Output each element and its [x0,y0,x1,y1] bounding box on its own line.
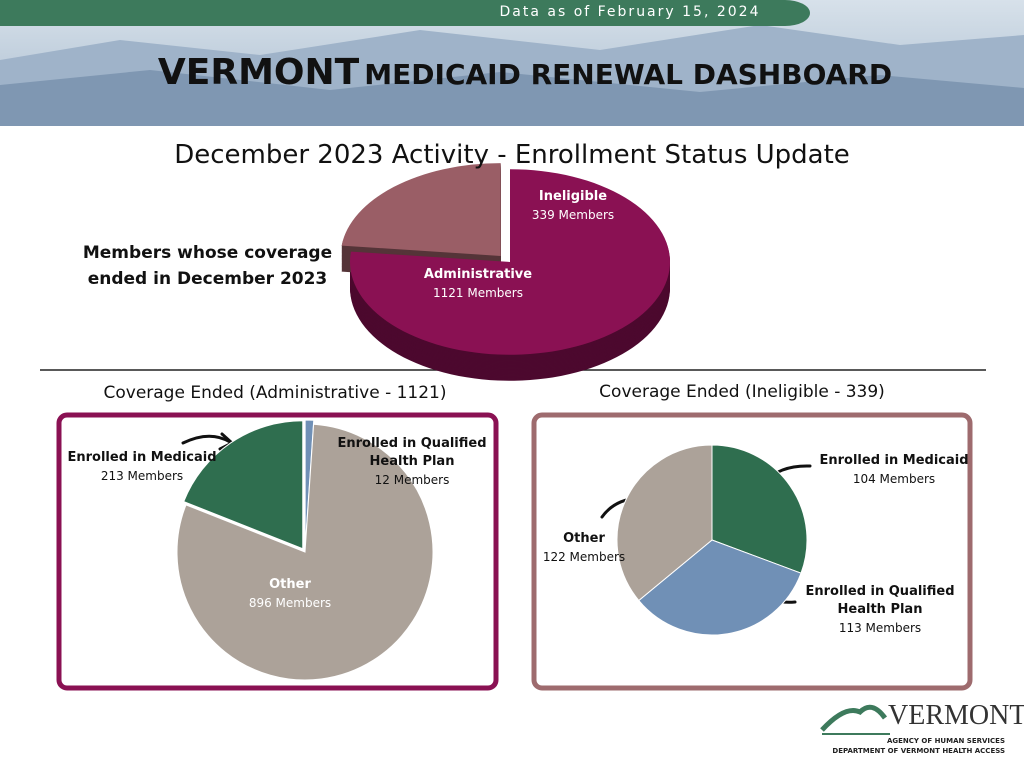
pie [341,163,670,381]
label-name: Enrolled in Medicaid [67,450,217,465]
slice-label: Enrolled in Qualified Health Plan 12 Memb… [332,435,492,489]
slice-label: Enrolled in Medicaid 104 Members [809,452,979,488]
logo-line: DEPARTMENT OF VERMONT HEALTH ACCESS [832,747,1005,755]
slice-label: Administrative 1121 Members [378,266,578,302]
mountains [0,70,1024,126]
label-name: Ineligible [538,189,608,204]
label-name: Administrative [423,267,533,282]
slice [616,444,713,602]
chart-title: Coverage Ended (Ineligible - 339) [599,382,885,402]
slice [350,169,670,355]
title-bold: VERMONT [157,52,360,93]
label-name: Enrolled in Qualified Health Plan [337,436,487,469]
label-value: 12 Members [374,473,450,487]
slice [183,420,304,550]
chart-title: Coverage Ended (Administrative - 1121) [103,383,447,403]
label-name: Enrolled in Qualified Health Plan [805,584,955,617]
slice [176,423,434,681]
label-name: Other [563,531,605,546]
slice [638,539,802,636]
label-name: Other [269,577,311,592]
slice-label: Enrolled in Qualified Health Plan 113 Mem… [800,583,960,637]
label-name: Enrolled in Medicaid [819,453,969,468]
side-note: Members whose coverage ended in December… [82,243,333,289]
panel-border [531,412,973,691]
panel-border [56,412,499,691]
date-note: Data as of February 15, 2024 [499,4,761,20]
date-banner [0,0,810,26]
pie [176,419,434,681]
label-value: 213 Members [100,469,184,483]
slice-label: Other 122 Members [509,530,659,566]
label-value: 122 Members [542,550,626,564]
slice [341,163,501,256]
logo-line: AGENCY OF HUMAN SERVICES [886,737,1005,745]
slice-label: Enrolled in Medicaid 213 Members [62,449,222,485]
logo-mark [820,704,890,735]
slice [711,444,808,574]
slice-label: Ineligible 339 Members [498,188,648,224]
chart-title: December 2023 Activity - Enrollment Stat… [174,140,850,170]
pie [616,444,808,636]
slice-label: Other 896 Members [215,576,365,612]
label-value: 104 Members [852,472,936,486]
logo-name: VERMONT [888,700,1024,731]
label-value: 1121 Members [433,286,523,300]
page-title: VERMONT MEDICAID RENEWAL DASHBOARD [0,52,1024,93]
label-value: 113 Members [838,621,922,635]
label-value: 896 Members [248,596,332,610]
label-value: 339 Members [531,208,615,222]
title-rest: MEDICAID RENEWAL DASHBOARD [364,58,893,91]
